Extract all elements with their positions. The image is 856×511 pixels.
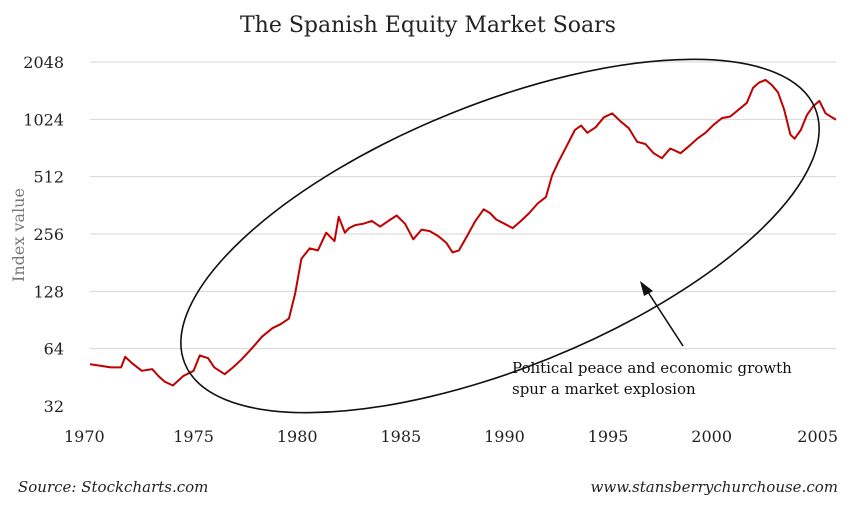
y-tick-label-2048: 2048: [23, 53, 64, 72]
annotation-line-2: spur a market explosion: [512, 380, 696, 398]
annotation-arrow-shaft: [645, 288, 684, 347]
chart-title: The Spanish Equity Market Soars: [240, 13, 616, 38]
y-tick-label-64: 64: [44, 340, 64, 359]
y-tick-label-32: 32: [44, 397, 64, 416]
x-tick-label-1995: 1995: [588, 427, 629, 446]
footer-website: www.stansberrychurchouse.com: [591, 478, 838, 496]
y-tick-labels: 32 64 128 256 512 1024 2048: [23, 53, 64, 416]
y-axis-label: Index value: [9, 188, 28, 282]
x-tick-label-2000: 2000: [691, 427, 732, 446]
x-tick-labels: 1970 1975 1980 1985 1990 1995 2000 2005: [64, 427, 838, 446]
x-tick-label-1990: 1990: [484, 427, 525, 446]
grid-lines: [90, 61, 836, 350]
highlight-ellipse: [180, 58, 820, 414]
x-tick-label-1975: 1975: [173, 427, 214, 446]
annotation-arrowhead: [640, 281, 653, 296]
x-tick-label-1970: 1970: [64, 427, 105, 446]
footer-source: Source: Stockcharts.com: [18, 478, 208, 496]
y-tick-label-256: 256: [33, 225, 64, 244]
y-tick-label-512: 512: [33, 168, 64, 187]
annotation-line-1: Political peace and economic growth: [512, 359, 792, 377]
x-tick-label-2005: 2005: [797, 427, 838, 446]
x-tick-label-1985: 1985: [380, 427, 421, 446]
x-tick-label-1980: 1980: [277, 427, 318, 446]
y-tick-label-128: 128: [33, 282, 64, 301]
series-line-index: [89, 78, 837, 387]
y-tick-label-1024: 1024: [23, 110, 64, 129]
